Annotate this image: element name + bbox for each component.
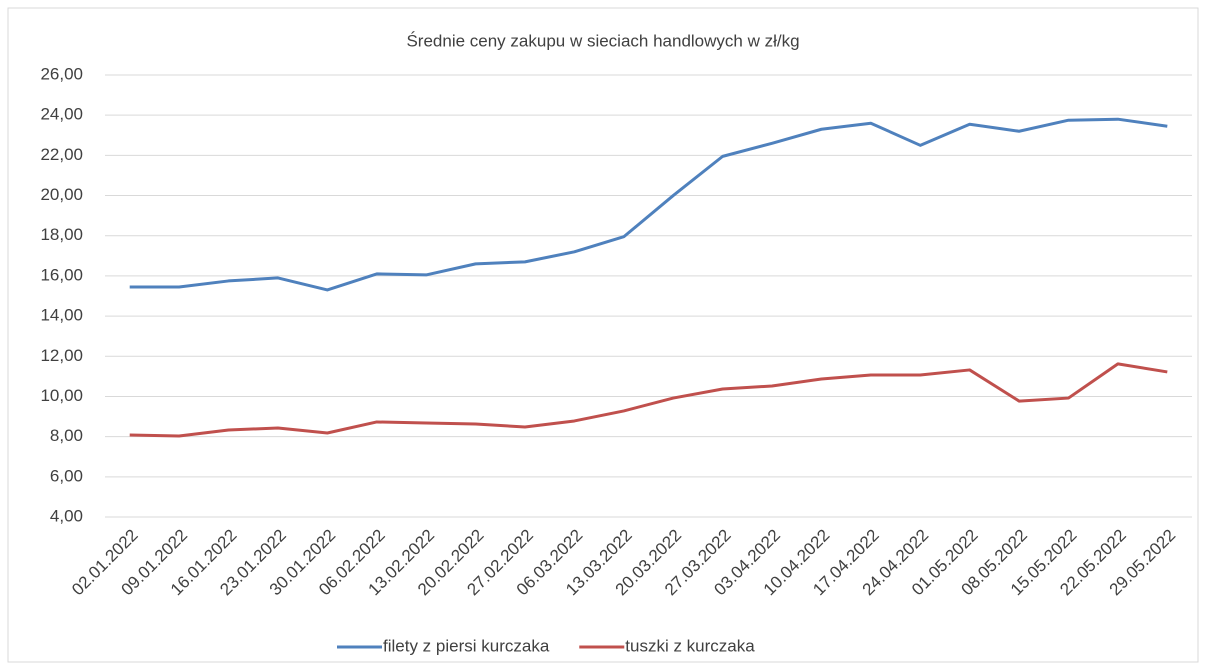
y-tick-label: 24,00 — [40, 105, 83, 124]
y-tick-label: 20,00 — [40, 185, 83, 204]
chart-border — [7, 7, 1199, 663]
y-tick-label: 16,00 — [40, 265, 83, 284]
y-tick-label: 26,00 — [40, 64, 83, 83]
y-tick-label: 4,00 — [50, 506, 83, 525]
y-tick-label: 18,00 — [40, 225, 83, 244]
chart-title: Średnie ceny zakupu w sieciach handlowyc… — [406, 31, 799, 50]
legend-label: filety z piersi kurczaka — [383, 636, 550, 655]
line-series — [129, 117, 1168, 292]
legend-label: tuszki z kurczaka — [625, 636, 755, 655]
y-tick-label: 10,00 — [40, 386, 83, 405]
y-tick-label: 12,00 — [40, 346, 83, 365]
line-series — [129, 362, 1168, 438]
y-tick-label: 8,00 — [50, 426, 83, 445]
y-tick-label: 22,00 — [40, 145, 83, 164]
y-tick-label: 14,00 — [40, 306, 83, 325]
y-tick-label: 6,00 — [50, 466, 83, 485]
